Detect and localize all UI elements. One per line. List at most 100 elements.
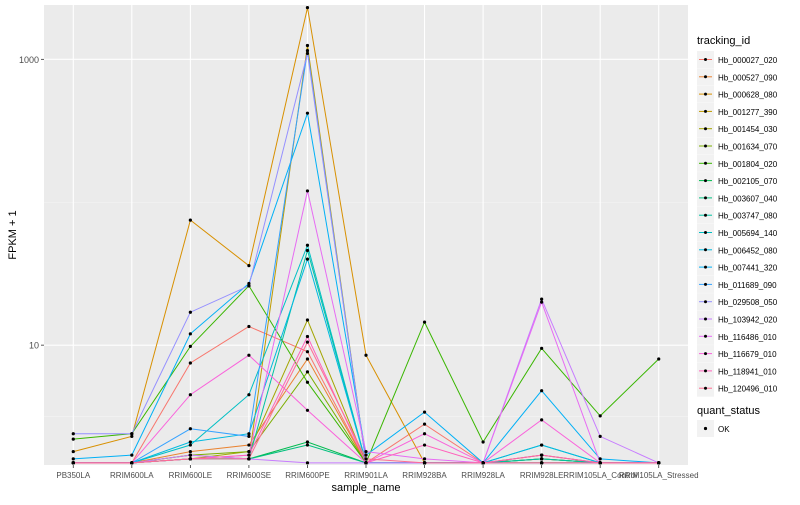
legend-item-label: Hb_118941_010 [718,367,777,376]
data-point [247,443,251,447]
x-tick-label: RRIM928BA [402,471,447,480]
legend-item-label: Hb_120496_010 [718,385,778,394]
legend-item-label: Hb_001454_030 [718,125,778,134]
data-point [130,461,134,465]
data-point [305,340,310,344]
data-point [481,440,485,444]
data-point [364,457,368,461]
data-point [540,346,544,350]
data-point [305,248,310,253]
data-point [247,453,251,457]
data-point [422,422,427,426]
data-point [305,111,310,115]
data-point [305,189,310,193]
data-point [247,434,251,438]
legend-key-point [704,92,707,96]
legend-key-point [704,317,707,321]
legend-item-label: Hb_000628_080 [718,91,778,100]
x-tick-label: RRIM600LE [169,471,213,480]
data-point [422,457,427,461]
data-point [305,318,310,322]
x-tick-label: RRIM901LA [344,471,388,480]
data-point [305,408,310,412]
legend-key-point [704,231,707,234]
data-point [130,453,134,457]
data-point [188,427,192,431]
data-point [481,461,485,465]
x-axis-title: sample_name [331,482,400,494]
data-point [305,440,310,444]
legend-key-point [704,75,707,79]
data-point [598,461,602,465]
data-point [598,414,602,418]
legend-item-label: Hb_000027_020 [718,56,778,65]
x-tick-label: RRIM105LA_Control [563,471,637,480]
data-point [305,51,310,56]
legend-key-point [704,265,707,269]
data-point [540,300,544,304]
data-point [188,310,192,314]
data-point [71,432,75,436]
legend-item-label: Hb_116679_010 [718,350,777,359]
legend2-key-point [703,426,708,431]
data-point [247,449,251,454]
y-axis-title: FPKM + 1 [7,210,19,259]
data-point [188,453,192,457]
data-point [71,461,75,465]
x-tick-label: RRIM928LE [520,471,564,480]
data-point [188,449,192,454]
data-point [305,380,310,384]
data-point [422,443,427,447]
data-point [364,353,368,357]
legend-key-point [704,127,707,131]
data-point [540,461,544,465]
legend-key-point [704,369,707,373]
legend-item-label: Hb_011689_090 [718,281,777,290]
data-point [540,443,544,447]
data-point [364,449,368,454]
data-point [247,324,251,329]
legend-key-point [704,161,707,165]
legend-item-label: Hb_003747_080 [718,212,778,221]
data-point [188,361,192,365]
legend-key-point [704,109,707,113]
data-point [305,461,310,465]
data-point [130,432,134,436]
data-point [422,432,427,436]
legend-item-label: Hb_029508_050 [718,298,778,307]
data-point [598,434,602,438]
legend-key-point [704,179,707,183]
legend-key-point [704,352,707,356]
data-point [657,357,661,361]
data-point [247,284,251,288]
data-point [540,457,544,461]
data-point [188,218,192,222]
y-tick-label: 10 [29,341,39,351]
legend-key-point [704,386,707,390]
data-point [305,43,310,48]
legend-item-label: Hb_116486_010 [718,333,777,342]
legend-item-label: Hb_001634_070 [718,143,778,152]
data-point [540,297,544,301]
legend-key-point [704,334,707,338]
data-point [422,461,427,465]
data-point [305,350,310,354]
legend-item-label: Hb_005694_140 [718,229,778,238]
data-point [188,443,192,447]
x-tick-label: RRIM105LA_Stressed [619,471,699,480]
data-point [188,440,192,444]
x-tick-label: RRIM600SE [227,471,271,480]
data-point [540,389,544,393]
data-point [598,457,602,461]
x-tick-label: RRIM600LA [110,471,154,480]
data-point [247,432,251,436]
data-point [305,243,310,247]
legend-item-label: Hb_001277_390 [718,108,778,117]
data-point [71,437,75,441]
y-tick-label: 1000 [19,55,39,65]
legend-key-point [704,248,707,252]
legend-key-point [704,213,707,217]
data-point [540,453,544,457]
